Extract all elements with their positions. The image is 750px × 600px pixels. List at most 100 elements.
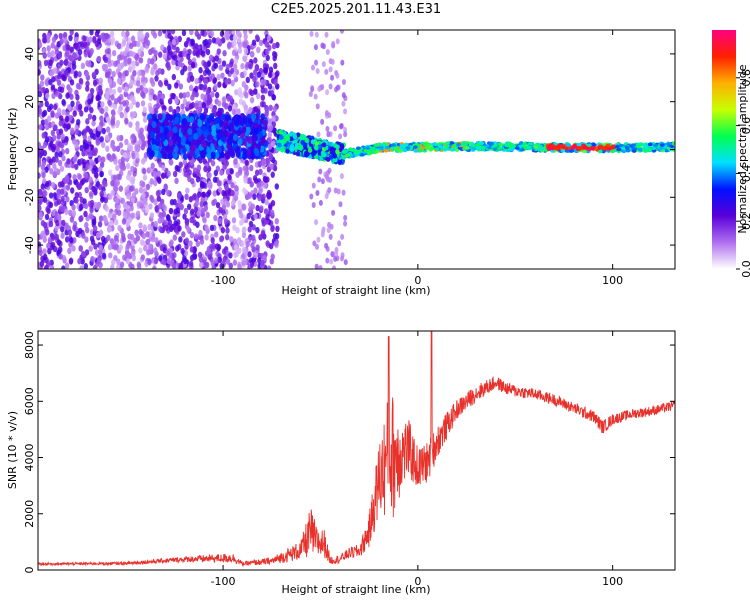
heatmap-cell bbox=[422, 142, 428, 146]
heatmap-cell bbox=[131, 176, 136, 183]
heatmap-cell bbox=[234, 119, 240, 127]
heatmap-cell bbox=[201, 216, 207, 223]
heatmap-cell bbox=[205, 48, 211, 56]
heatmap-cell bbox=[219, 151, 225, 159]
heatmap-cell bbox=[332, 265, 337, 269]
heatmap-cell bbox=[93, 243, 98, 250]
heatmap-cell bbox=[566, 143, 572, 147]
heatmap-cell bbox=[156, 195, 162, 202]
heatmap-cell bbox=[282, 131, 287, 137]
heatmap-cell bbox=[340, 255, 345, 262]
heatmap-cell bbox=[158, 81, 164, 88]
heatmap-cell bbox=[121, 40, 127, 47]
heatmap-cell bbox=[255, 226, 260, 234]
colorbar-ticks: 0.00.20.40.60.8 bbox=[736, 69, 750, 278]
heatmap-cell bbox=[95, 130, 100, 138]
heatmap-cell bbox=[212, 176, 218, 183]
heatmap-cell bbox=[127, 233, 132, 240]
heatmap-cell bbox=[51, 146, 56, 153]
heatmap-cell bbox=[56, 239, 62, 246]
heatmap-cell bbox=[46, 242, 51, 250]
heatmap-cell bbox=[131, 254, 137, 262]
heatmap-cell bbox=[124, 69, 129, 77]
heatmap-cell bbox=[266, 34, 272, 42]
heatmap-cell bbox=[105, 126, 111, 133]
heatmap-cell bbox=[577, 146, 582, 150]
heatmap-cell bbox=[128, 102, 134, 110]
heatmap-cell bbox=[117, 63, 122, 70]
heatmap-cell bbox=[110, 118, 116, 125]
heatmap-cell bbox=[58, 128, 64, 135]
heatmap-cell bbox=[125, 242, 131, 250]
heatmap-cell bbox=[137, 70, 142, 77]
heatmap-cell bbox=[350, 148, 356, 153]
heatmap-cell bbox=[108, 252, 113, 259]
heatmap-cell bbox=[195, 221, 200, 228]
heatmap-cell bbox=[271, 94, 277, 101]
heatmap-cell bbox=[337, 240, 342, 247]
heatmap-cell bbox=[189, 231, 195, 239]
heatmap-cell bbox=[85, 80, 90, 87]
heatmap-cell bbox=[122, 151, 128, 159]
heatmap-cell bbox=[61, 99, 66, 106]
heatmap-cell bbox=[209, 224, 215, 232]
heatmap-cell bbox=[180, 68, 185, 76]
heatmap-cell bbox=[84, 226, 90, 234]
heatmap-cell bbox=[60, 195, 65, 203]
heatmap-cell bbox=[141, 181, 146, 188]
heatmap-cell bbox=[177, 60, 182, 67]
heatmap-cell bbox=[107, 99, 112, 106]
heatmap-cell bbox=[257, 123, 263, 131]
heatmap-cell bbox=[160, 147, 166, 155]
heatmap-cell bbox=[316, 236, 321, 243]
heatmap-cell bbox=[104, 134, 110, 141]
heatmap-cell bbox=[268, 152, 273, 159]
heatmap-cell bbox=[139, 127, 144, 134]
heatmap-cell bbox=[597, 149, 603, 154]
heatmap-cell bbox=[146, 125, 152, 133]
heatmap-cell bbox=[315, 68, 320, 75]
heatmap-cell bbox=[160, 44, 165, 51]
colorbar: 0.00.20.40.60.8 Normalized spectral ampl… bbox=[712, 30, 750, 278]
colorbar-tick-label: 0.2 bbox=[740, 212, 750, 230]
heatmap-cell bbox=[57, 181, 63, 188]
heatmap-cell bbox=[83, 172, 89, 179]
colorbar-label: Normalized spectral amplitude bbox=[736, 64, 749, 233]
heatmap-cell bbox=[186, 53, 191, 60]
heatmap-cell bbox=[275, 225, 280, 233]
heatmap-cell bbox=[248, 63, 253, 70]
heatmap-cell bbox=[200, 93, 205, 100]
heatmap-cell bbox=[533, 145, 539, 150]
heatmap-cell bbox=[258, 131, 264, 139]
heatmap-cell bbox=[107, 169, 113, 176]
heatmap-cell bbox=[49, 168, 54, 175]
heatmap-cell bbox=[329, 258, 334, 265]
heatmap-cell bbox=[325, 49, 330, 56]
heatmap-cell bbox=[54, 151, 59, 159]
heatmap-cell bbox=[143, 245, 148, 252]
heatmap-cell bbox=[166, 44, 172, 52]
heatmap-cell bbox=[174, 177, 179, 185]
heatmap-cell bbox=[144, 206, 150, 214]
heatmap-cell bbox=[70, 100, 75, 108]
heatmap-cell bbox=[327, 141, 332, 147]
heatmap-cell bbox=[231, 49, 237, 57]
heatmap-cell bbox=[243, 55, 248, 63]
heatmap-cell bbox=[159, 98, 164, 105]
heatmap-cell bbox=[101, 252, 107, 260]
heatmap-cell bbox=[105, 116, 111, 123]
heatmap-cell bbox=[274, 183, 280, 190]
heatmap-cell bbox=[194, 30, 200, 37]
heatmap-cell bbox=[173, 145, 179, 153]
heatmap-cell bbox=[258, 39, 264, 47]
heatmap-cell bbox=[124, 117, 129, 125]
heatmap-cell bbox=[378, 146, 384, 150]
heatmap-cell bbox=[69, 236, 74, 244]
heatmap-cell bbox=[253, 57, 258, 64]
heatmap-cell bbox=[216, 73, 221, 81]
heatmap-cell bbox=[341, 79, 346, 86]
heatmap-cell bbox=[232, 40, 237, 47]
heatmap-cell bbox=[243, 177, 248, 184]
spectrogram-ytick-label: -40 bbox=[23, 236, 36, 254]
heatmap-cell bbox=[203, 204, 209, 212]
